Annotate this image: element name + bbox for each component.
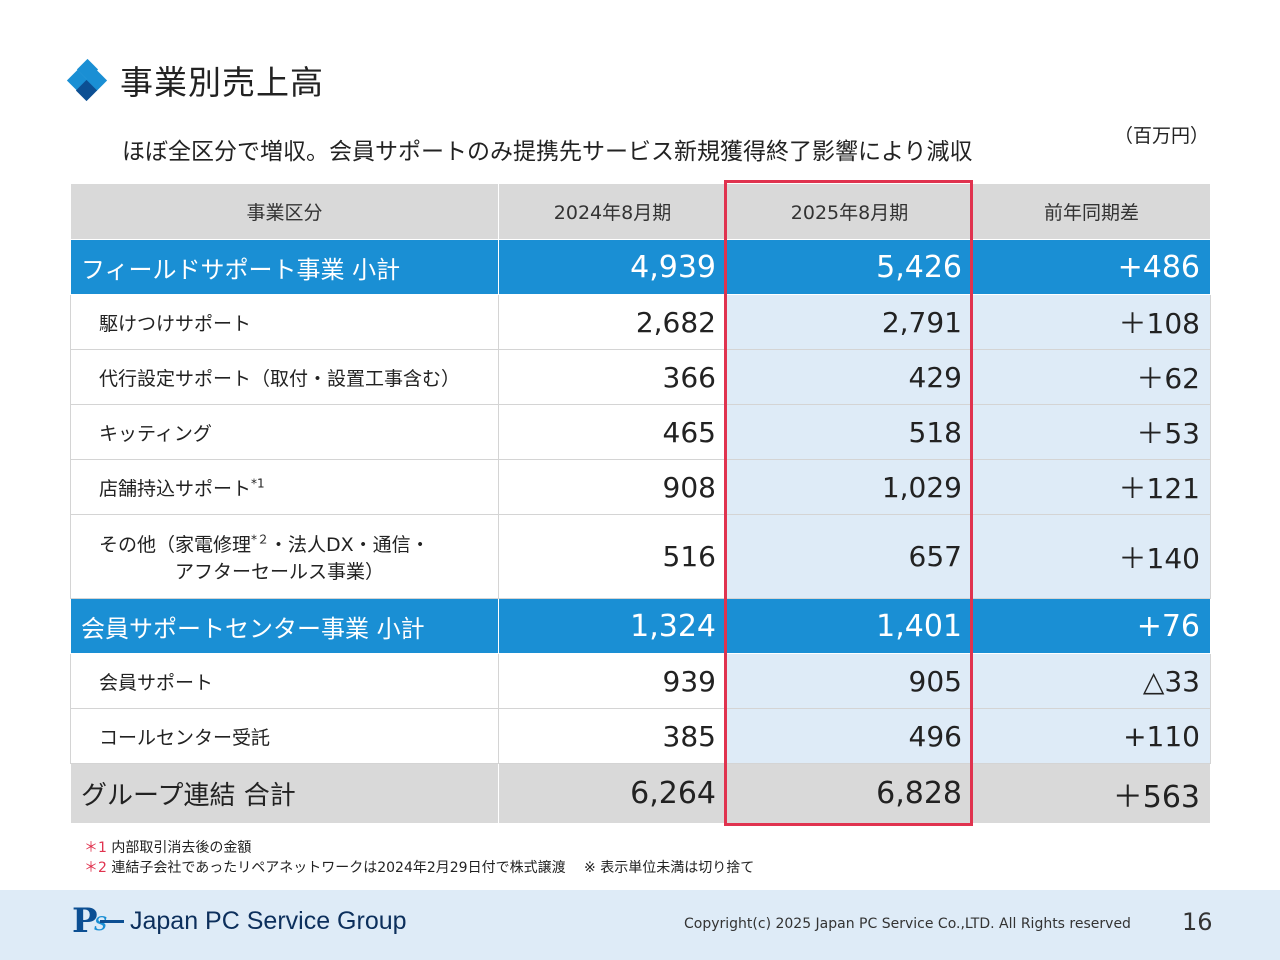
value-2025: 518 bbox=[726, 404, 973, 460]
row-label: 代行設定サポート（取付・設置工事含む） bbox=[70, 349, 499, 405]
value-diff: ＋121 bbox=[972, 459, 1211, 515]
table-row: コールセンター受託 385 496 +110 bbox=[70, 708, 1211, 764]
footnote-text: 内部取引消去後の金額 bbox=[111, 840, 252, 856]
value-diff: ＋53 bbox=[972, 404, 1211, 460]
footnotes: ＊1 内部取引消去後の金額 ＊2 連結子会社であったリペアネットワークは2024… bbox=[84, 838, 754, 878]
value-diff: ＋140 bbox=[972, 514, 1211, 599]
footnote-marker: *1 bbox=[251, 476, 265, 491]
value-2024: 908 bbox=[498, 459, 727, 515]
value-2024: 516 bbox=[498, 514, 727, 599]
footer: Ps Japan PC Service Group Copyright(c) 2… bbox=[0, 890, 1280, 960]
value-2024: 4,939 bbox=[498, 239, 727, 295]
row-label-text: その他（家電修理 bbox=[99, 533, 252, 556]
value-2024: 465 bbox=[498, 404, 727, 460]
row-label: キッティング bbox=[70, 404, 499, 460]
value-2025: 496 bbox=[726, 708, 973, 764]
sales-table: 事業区分 2024年8月期 2025年8月期 前年同期差 フィールドサポート事業… bbox=[70, 183, 1211, 824]
row-label-line2: アフターセールス事業） bbox=[175, 560, 385, 583]
footnote-mark: ＊2 bbox=[84, 860, 107, 876]
value-2025: 429 bbox=[726, 349, 973, 405]
value-diff: +486 bbox=[972, 239, 1211, 295]
value-2024: 366 bbox=[498, 349, 727, 405]
table-row: 代行設定サポート（取付・設置工事含む） 366 429 ＋62 bbox=[70, 349, 1211, 405]
footnote-marker: *２ bbox=[251, 532, 270, 547]
value-2025: 1,401 bbox=[726, 598, 973, 654]
row-label-text-cont: ・法人DX・通信・ bbox=[269, 533, 430, 556]
value-2024: 1,324 bbox=[498, 598, 727, 654]
value-2025: 905 bbox=[726, 653, 973, 709]
field-support-subtotal-row: フィールドサポート事業 小計 4,939 5,426 +486 bbox=[70, 239, 1211, 295]
header-segment: 事業区分 bbox=[70, 183, 499, 240]
value-2025: 1,029 bbox=[726, 459, 973, 515]
value-2024: 6,264 bbox=[498, 763, 727, 824]
table-row: 会員サポート 939 905 △33 bbox=[70, 653, 1211, 709]
value-diff: ＋62 bbox=[972, 349, 1211, 405]
page-title: 事業別売上高 bbox=[120, 63, 324, 102]
unit-label: （百万円） bbox=[1114, 125, 1210, 147]
table-row: キッティング 465 518 ＋53 bbox=[70, 404, 1211, 460]
subtitle: ほぼ全区分で増収。会員サポートのみ提携先サービス新規獲得終了影響により減収 bbox=[122, 139, 973, 165]
page-number: 16 bbox=[1182, 908, 1213, 936]
group-total-row: グループ連結 合計 6,264 6,828 ＋563 bbox=[70, 763, 1211, 824]
header-fy2024: 2024年8月期 bbox=[498, 183, 727, 240]
value-2024: 2,682 bbox=[498, 294, 727, 350]
header-fy2025: 2025年8月期 bbox=[726, 183, 973, 240]
row-label: その他（家電修理*２・法人DX・通信・ アフターセールス事業） bbox=[70, 514, 499, 599]
row-label: 会員サポートセンター事業 小計 bbox=[70, 598, 499, 654]
footnote-1: ＊1 内部取引消去後の金額 bbox=[84, 838, 754, 858]
value-2025: 5,426 bbox=[726, 239, 973, 295]
value-2025: 657 bbox=[726, 514, 973, 599]
value-2024: 385 bbox=[498, 708, 727, 764]
value-diff: +110 bbox=[972, 708, 1211, 764]
copyright: Copyright(c) 2025 Japan PC Service Co.,L… bbox=[684, 916, 1131, 932]
header-yoy-diff: 前年同期差 bbox=[972, 183, 1211, 240]
footnote-2: ＊2 連結子会社であったリペアネットワークは2024年2月29日付で株式譲渡 ※… bbox=[84, 858, 754, 878]
row-label: グループ連結 合計 bbox=[70, 763, 499, 824]
row-label: 会員サポート bbox=[70, 653, 499, 709]
logo-text: Japan PC Service Group bbox=[130, 906, 407, 935]
row-label: コールセンター受託 bbox=[70, 708, 499, 764]
row-label-text: 店舗持込サポート bbox=[99, 477, 252, 500]
ps-logo-icon: Ps bbox=[72, 904, 124, 938]
value-diff: ＋108 bbox=[972, 294, 1211, 350]
title-row: 事業別売上高 bbox=[66, 56, 324, 104]
diamond-cross-icon bbox=[66, 58, 108, 102]
table-row: その他（家電修理*２・法人DX・通信・ アフターセールス事業） 516 657 … bbox=[70, 514, 1211, 599]
value-2025: 2,791 bbox=[726, 294, 973, 350]
value-2025: 6,828 bbox=[726, 763, 973, 824]
footnote-mark: ＊1 bbox=[84, 840, 107, 856]
footnote-text: 連結子会社であったリペアネットワークは2024年2月29日付で株式譲渡 ※ 表示… bbox=[111, 860, 755, 876]
value-diff: △33 bbox=[972, 653, 1211, 709]
row-label: 店舗持込サポート*1 bbox=[70, 459, 499, 515]
table-row: 駆けつけサポート 2,682 2,791 ＋108 bbox=[70, 294, 1211, 350]
table-header-row: 事業区分 2024年8月期 2025年8月期 前年同期差 bbox=[70, 183, 1211, 240]
value-2024: 939 bbox=[498, 653, 727, 709]
table-row: 店舗持込サポート*1 908 1,029 ＋121 bbox=[70, 459, 1211, 515]
member-support-subtotal-row: 会員サポートセンター事業 小計 1,324 1,401 +76 bbox=[70, 598, 1211, 654]
value-diff: +76 bbox=[972, 598, 1211, 654]
value-diff: ＋563 bbox=[972, 763, 1211, 824]
company-logo: Ps Japan PC Service Group bbox=[72, 904, 407, 938]
row-label: 駆けつけサポート bbox=[70, 294, 499, 350]
row-label: フィールドサポート事業 小計 bbox=[70, 239, 499, 295]
